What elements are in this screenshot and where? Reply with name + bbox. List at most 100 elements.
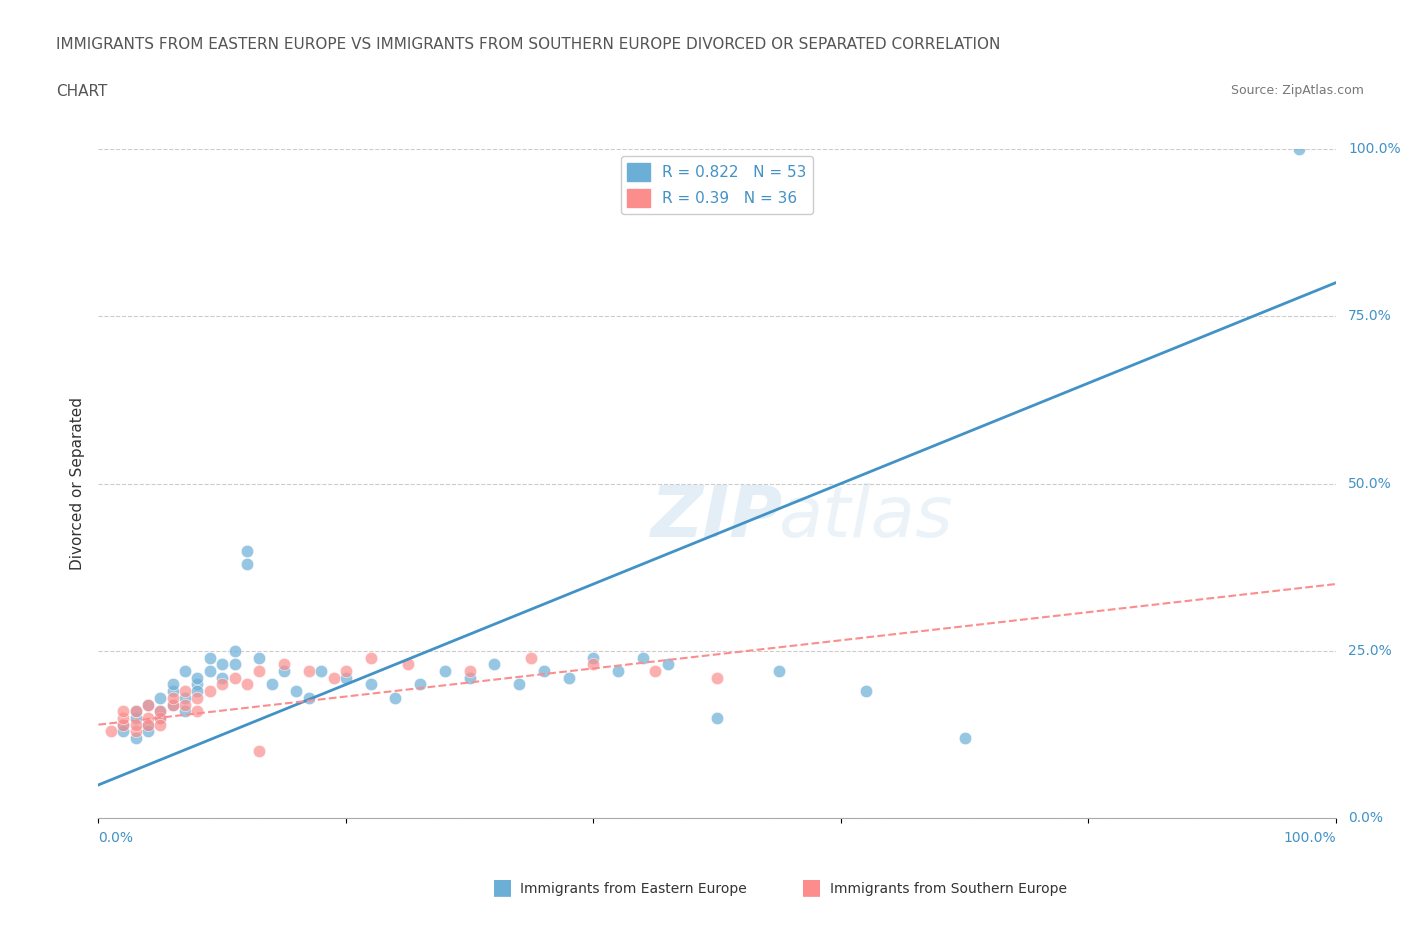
Point (124, 724, 146, 738)
Point (582, 657, 605, 671)
Point (174, 664, 197, 679)
Point (136, 724, 159, 738)
Point (236, 556, 259, 571)
Point (211, 657, 233, 671)
Point (174, 684, 197, 698)
Point (162, 677, 184, 692)
Point (335, 671, 357, 685)
Point (706, 671, 728, 685)
Point (298, 690, 321, 705)
Point (149, 704, 172, 719)
Point (360, 677, 382, 692)
Text: 50.0%: 50.0% (1348, 476, 1392, 491)
Text: atlas: atlas (779, 483, 953, 551)
Y-axis label: Divorced or Separated: Divorced or Separated (69, 397, 84, 570)
Point (433, 664, 456, 679)
Point (100, 724, 122, 738)
Point (953, 731, 976, 746)
Point (607, 664, 630, 679)
Point (657, 657, 679, 671)
Point (112, 717, 135, 732)
Point (224, 671, 246, 685)
Point (136, 717, 159, 732)
Point (247, 664, 270, 679)
Point (124, 717, 146, 732)
Point (112, 711, 135, 725)
Point (260, 677, 283, 692)
Point (285, 684, 308, 698)
Point (186, 704, 208, 719)
Point (855, 684, 877, 698)
Point (644, 664, 666, 679)
Point (273, 657, 295, 671)
Point (360, 650, 382, 665)
Point (557, 671, 579, 685)
Point (247, 744, 270, 759)
Text: 100.0%: 100.0% (1284, 830, 1336, 844)
Point (186, 690, 208, 705)
Point (458, 671, 481, 685)
Point (706, 711, 728, 725)
Point (136, 698, 159, 712)
Point (298, 664, 321, 679)
Text: 0.0%: 0.0% (1348, 811, 1384, 826)
Point (768, 664, 790, 679)
Point (1288, 141, 1310, 156)
Point (198, 684, 221, 698)
Point (211, 677, 233, 692)
Text: CHART: CHART (56, 84, 108, 99)
Point (124, 704, 146, 719)
Point (335, 664, 357, 679)
Point (124, 711, 146, 725)
Point (136, 698, 159, 712)
Point (162, 684, 184, 698)
Text: Immigrants from Eastern Europe: Immigrants from Eastern Europe (520, 882, 747, 896)
Point (236, 677, 259, 692)
Point (396, 657, 419, 671)
Text: 25.0%: 25.0% (1348, 644, 1392, 658)
Point (186, 684, 208, 698)
Point (186, 677, 208, 692)
Point (273, 664, 295, 679)
Point (520, 650, 543, 665)
Point (162, 690, 184, 705)
Text: IMMIGRANTS FROM EASTERN EUROPE VS IMMIGRANTS FROM SOUTHERN EUROPE DIVORCED OR SE: IMMIGRANTS FROM EASTERN EUROPE VS IMMIGR… (56, 37, 1001, 52)
Point (174, 690, 197, 705)
Point (186, 671, 208, 685)
Point (136, 711, 159, 725)
Point (458, 664, 481, 679)
Point (149, 711, 172, 725)
Text: ■: ■ (801, 877, 823, 897)
Point (247, 650, 270, 665)
Point (224, 644, 246, 658)
Text: 0.0%: 0.0% (98, 830, 134, 844)
Text: 75.0%: 75.0% (1348, 309, 1392, 324)
Point (174, 704, 197, 719)
Point (309, 664, 332, 679)
Point (508, 677, 530, 692)
Point (112, 724, 135, 738)
Point (198, 650, 221, 665)
Point (384, 690, 406, 705)
Point (409, 677, 432, 692)
Point (149, 690, 172, 705)
Point (236, 543, 259, 558)
Point (224, 657, 246, 671)
Point (149, 711, 172, 725)
Point (124, 731, 146, 746)
Point (149, 704, 172, 719)
Text: ZIP: ZIP (651, 483, 783, 551)
Point (198, 664, 221, 679)
Point (322, 671, 344, 685)
Point (124, 704, 146, 719)
Point (162, 698, 184, 712)
Text: Immigrants from Southern Europe: Immigrants from Southern Europe (830, 882, 1067, 896)
Point (484, 657, 506, 671)
Point (112, 704, 135, 719)
Point (582, 650, 605, 665)
Point (211, 671, 233, 685)
Point (149, 717, 172, 732)
Point (174, 698, 197, 712)
Point (533, 664, 555, 679)
Text: ■: ■ (492, 877, 513, 897)
